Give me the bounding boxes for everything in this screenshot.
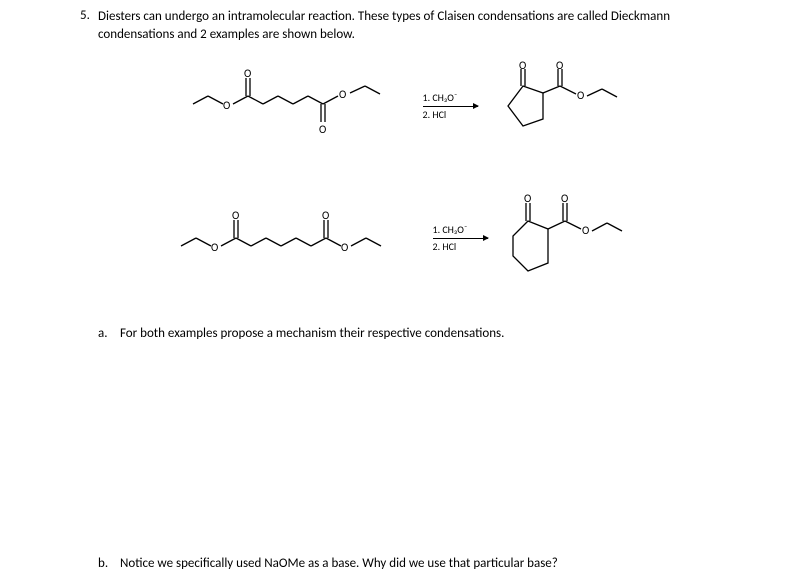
svg-text:O: O: [524, 192, 531, 205]
part-a: a. For both examples propose a mechanism…: [98, 326, 720, 341]
arrow-icon: [423, 106, 478, 107]
page: 5. Diesters can undergo an intramolecula…: [0, 0, 800, 579]
svg-text:O: O: [341, 241, 348, 254]
svg-text:O: O: [319, 123, 326, 136]
svg-text:O: O: [339, 88, 346, 101]
condition-2-top: 1. CH₃O⁻: [433, 224, 468, 236]
part-b: b. Notice we specifically used NaOMe as …: [98, 556, 720, 571]
svg-text:O: O: [519, 61, 526, 72]
condition-1-bottom: 2. HCl: [423, 109, 447, 121]
reaction-1: O O O: [100, 61, 720, 151]
question-number: 5.: [80, 8, 98, 43]
svg-text:O: O: [561, 192, 568, 205]
product-1: O O O: [488, 61, 638, 151]
reaction-2: O O O: [100, 191, 720, 286]
starting-material-1: O O O: [183, 66, 403, 146]
starting-material-2: O O O: [173, 204, 413, 274]
part-b-letter: b.: [98, 556, 120, 571]
svg-text:O: O: [211, 241, 218, 254]
svg-text:O: O: [244, 67, 251, 80]
reaction-arrow-2: 1. CH₃O⁻ 2. HCl: [433, 224, 488, 253]
question-5: 5. Diesters can undergo an intramolecula…: [80, 8, 720, 43]
diagram-area: O O O: [100, 61, 720, 286]
reaction-arrow-1: 1. CH₃O⁻ 2. HCl: [423, 92, 478, 121]
svg-text:O: O: [577, 89, 584, 102]
product-2: O O O: [498, 191, 648, 286]
part-a-letter: a.: [98, 326, 120, 341]
condition-2-bottom: 2. HCl: [433, 241, 457, 253]
svg-text:O: O: [556, 61, 563, 72]
part-a-text: For both examples propose a mechanism th…: [120, 326, 504, 341]
svg-text:O: O: [582, 224, 589, 237]
part-b-text: Notice we specifically used NaOMe as a b…: [120, 556, 558, 571]
arrow-icon: [433, 238, 488, 239]
svg-text:O: O: [223, 99, 230, 112]
svg-text:O: O: [322, 209, 329, 222]
condition-1-top: 1. CH₃O⁻: [423, 92, 458, 104]
svg-text:O: O: [232, 209, 239, 222]
question-text: Diesters can undergo an intramolecular r…: [98, 8, 720, 43]
